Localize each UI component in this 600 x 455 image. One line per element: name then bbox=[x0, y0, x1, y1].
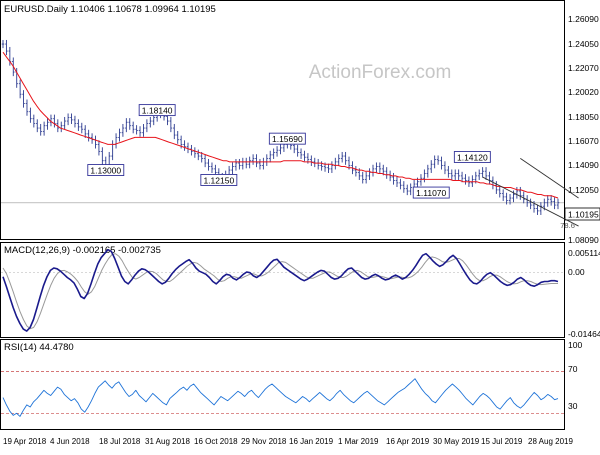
current-price-badge bbox=[564, 207, 600, 221]
price-panel-title: EURUSD.Daily 1.10406 1.10678 1.09964 1.1… bbox=[4, 4, 216, 15]
price-annotation-box bbox=[412, 186, 450, 199]
macd-tick-label: -0.014647 bbox=[568, 329, 600, 339]
x-tick-label: 29 Nov 2018 bbox=[241, 437, 287, 446]
x-tick-label: 16 Jan 2019 bbox=[289, 437, 334, 446]
price-annotation-label: 1.11070 bbox=[416, 188, 446, 198]
price-tick-label: 1.16070 bbox=[568, 136, 599, 146]
macd-layer bbox=[1, 248, 564, 332]
price-annotation-label: 1.14120 bbox=[457, 152, 488, 162]
macd-signal-line bbox=[2, 253, 558, 330]
x-tick-label: 31 Aug 2018 bbox=[145, 437, 190, 446]
price-tick-label: 1.12050 bbox=[568, 185, 599, 195]
channel-line bbox=[520, 158, 579, 199]
x-tick-label: 16 Oct 2018 bbox=[194, 437, 238, 446]
rsi-panel-title: RSI(14) 44.4780 bbox=[4, 342, 74, 353]
x-tick-label: 4 Jun 2018 bbox=[50, 437, 90, 446]
price-annotation-box bbox=[200, 174, 238, 186]
price-tick-label: 1.24050 bbox=[568, 39, 599, 49]
price-tick-label: 1.18050 bbox=[568, 112, 599, 122]
price-annotation-label: 1.18140 bbox=[142, 105, 173, 115]
rsi-panel-frame bbox=[0, 339, 565, 430]
price-annotation-box bbox=[453, 151, 491, 163]
x-tick-label: 30 May 2019 bbox=[433, 437, 480, 446]
price-tick-label: 1.20020 bbox=[568, 87, 599, 97]
price-annotation-box bbox=[138, 104, 176, 117]
rsi-tick-label: 70 bbox=[568, 364, 578, 374]
macd-panel-title: MACD(12,26,9) -0.002165 -0.002735 bbox=[4, 245, 161, 256]
price-tick-label: 1.22070 bbox=[568, 63, 599, 73]
price-panel-frame bbox=[0, 0, 565, 240]
channel-line bbox=[482, 176, 579, 227]
annotation-layer: 1.18140 1.13000 1.15690 1.12150 1.14120 1.110… bbox=[87, 104, 575, 230]
x-tick-label: 15 Jul 2019 bbox=[481, 437, 523, 446]
price-tick-label: 1.14090 bbox=[568, 160, 599, 170]
fib-label: 78.6 bbox=[560, 221, 575, 230]
rsi-tick-label: 100 bbox=[568, 340, 582, 350]
moving-average-line bbox=[2, 51, 559, 199]
x-tick-label: 18 Jul 2018 bbox=[99, 437, 141, 446]
price-annotation-box bbox=[268, 132, 306, 145]
rsi-tick-label: 30 bbox=[568, 401, 578, 411]
price-tick-label: 1.08090 bbox=[568, 235, 599, 245]
macd-panel-frame bbox=[0, 242, 565, 338]
price-annotation-box bbox=[87, 164, 125, 177]
price-annotation-label: 1.15690 bbox=[272, 134, 303, 144]
x-tick-label: 28 Aug 2019 bbox=[528, 437, 573, 446]
rsi-line bbox=[2, 378, 559, 417]
macd-tick-label: 0.005114 bbox=[568, 248, 600, 258]
watermark: ActionForex.com bbox=[309, 62, 452, 83]
price-annotation-label: 1.13000 bbox=[90, 165, 121, 175]
price-annotation-label: 1.12150 bbox=[203, 175, 234, 185]
x-tick-label: 16 Apr 2019 bbox=[386, 437, 430, 446]
current-price-label: 1.10195 bbox=[568, 210, 599, 220]
rsi-layer bbox=[1, 371, 564, 417]
macd-line bbox=[2, 248, 559, 332]
x-tick-label: 1 Mar 2019 bbox=[338, 437, 379, 446]
macd-tick-label: 0.00 bbox=[568, 267, 585, 277]
price-tick-label: 1.26090 bbox=[568, 14, 599, 24]
x-tick-label: 19 Apr 2018 bbox=[3, 437, 47, 446]
